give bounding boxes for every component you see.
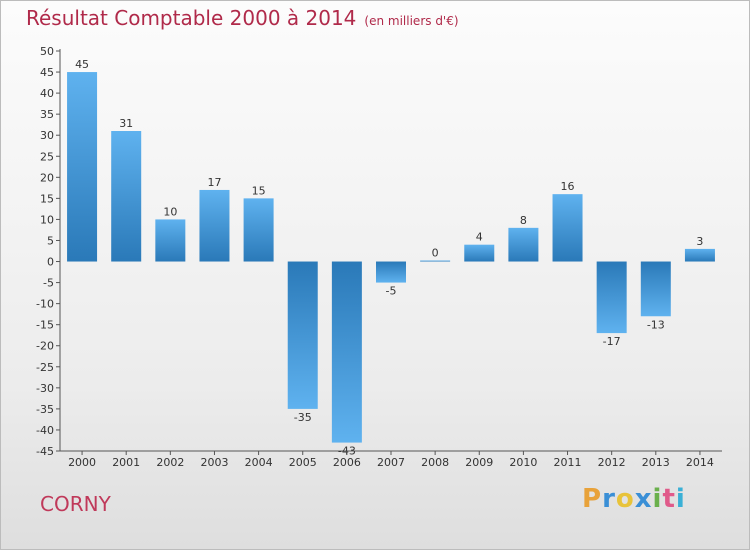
x-tick-label: 2010	[509, 456, 537, 469]
data-label-2002: 10	[163, 205, 177, 218]
x-tick-label: 2004	[245, 456, 273, 469]
data-label-2010: 8	[520, 214, 527, 227]
y-tick-label: -25	[36, 361, 54, 374]
y-tick-label: -20	[36, 340, 54, 353]
y-tick-label: 10	[40, 213, 54, 226]
y-tick-label: 50	[40, 45, 54, 58]
proxiti-logo: Proxiti	[582, 484, 686, 514]
y-tick-label: -40	[36, 424, 54, 437]
y-tick-label: 5	[47, 234, 54, 247]
x-tick-label: 2000	[68, 456, 96, 469]
x-tick-label: 2013	[642, 456, 670, 469]
bar-2009	[464, 244, 495, 262]
y-tick-label: 0	[47, 256, 54, 269]
x-tick-label: 2001	[112, 456, 140, 469]
y-tick-label: 45	[40, 66, 54, 79]
logo-letter: t	[662, 484, 676, 514]
bar-2005	[287, 261, 318, 409]
data-label-2003: 17	[207, 176, 221, 189]
y-tick-label: -10	[36, 298, 54, 311]
bar-2010	[508, 227, 539, 262]
data-label-2014: 3	[696, 235, 703, 248]
bar-2011	[552, 194, 583, 262]
y-tick-label: -45	[36, 445, 54, 458]
y-tick-label: 25	[40, 150, 54, 163]
data-label-2007: -5	[386, 285, 397, 298]
bar-2006	[331, 261, 362, 443]
x-tick-label: 2002	[156, 456, 184, 469]
bar-2004	[243, 198, 274, 262]
logo-letter: r	[602, 484, 616, 514]
bar-2013	[640, 261, 671, 317]
data-label-2001: 31	[119, 117, 133, 130]
bar-2007	[376, 261, 406, 283]
y-tick-label: 40	[40, 87, 54, 100]
y-tick-label: -15	[36, 319, 54, 332]
x-tick-label: 2011	[554, 456, 582, 469]
bar-2001	[111, 131, 142, 262]
x-tick-label: 2003	[200, 456, 228, 469]
bar-2014	[684, 248, 715, 262]
logo-letter: i	[675, 484, 686, 514]
bar-2000	[67, 72, 98, 262]
y-tick-label: 35	[40, 108, 54, 121]
data-label-2000: 45	[75, 58, 89, 71]
x-tick-label: 2006	[333, 456, 361, 469]
chart-unit-label: (en milliers d'€)	[364, 14, 459, 28]
y-tick-label: -35	[36, 403, 54, 416]
data-label-2011: 16	[561, 180, 575, 193]
data-label-2004: 15	[252, 184, 266, 197]
data-label-2005: -35	[294, 411, 312, 424]
x-tick-label: 2009	[465, 456, 493, 469]
commune-name: CORNY	[40, 492, 111, 516]
y-tick-label: 15	[40, 192, 54, 205]
y-tick-label: -5	[43, 277, 54, 290]
data-label-2012: -17	[603, 335, 621, 348]
x-tick-label: 2007	[377, 456, 405, 469]
x-tick-label: 2014	[686, 456, 714, 469]
bar-2002	[155, 219, 186, 262]
chart-title-text: Résultat Comptable 2000 à 2014	[26, 6, 357, 30]
y-tick-label: 20	[40, 171, 54, 184]
bar-2003	[199, 189, 230, 262]
logo-letter: i	[652, 484, 663, 514]
logo-letter: P	[582, 484, 603, 514]
x-tick-label: 2008	[421, 456, 449, 469]
y-tick-label: 30	[40, 129, 54, 142]
logo-letter: x	[634, 484, 653, 514]
data-label-2013: -13	[647, 318, 665, 331]
data-label-2009: 4	[476, 231, 483, 244]
data-label-2008: 0	[432, 247, 439, 260]
x-tick-label: 2005	[289, 456, 317, 469]
chart-title: Résultat Comptable 2000 à 2014 (en millie…	[26, 6, 459, 30]
y-tick-label: -30	[36, 382, 54, 395]
x-tick-label: 2012	[598, 456, 626, 469]
bar-2012	[596, 261, 627, 334]
bar-2008	[420, 260, 451, 262]
logo-letter: o	[615, 484, 635, 514]
